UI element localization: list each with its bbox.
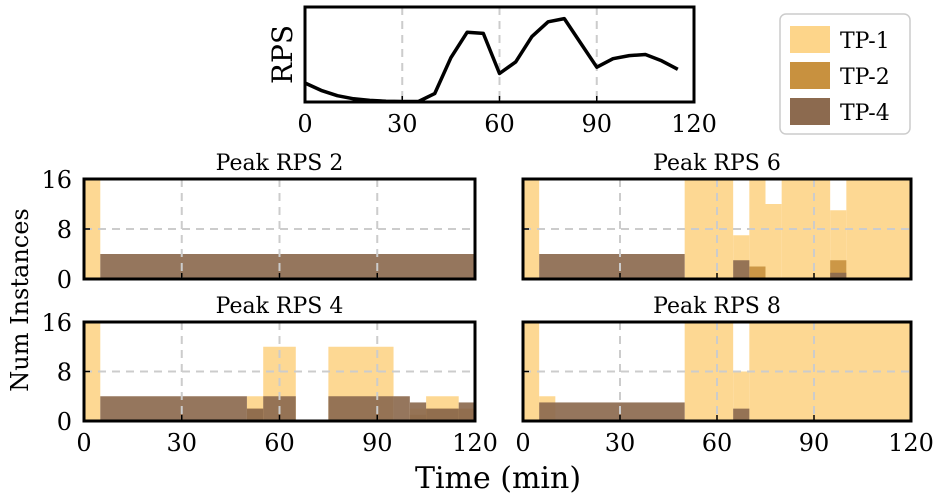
bar-tp-1 [749, 322, 911, 421]
legend-swatch [790, 26, 830, 53]
panel-ytick-label: 8 [57, 216, 72, 244]
panel-peak-rps-8: 0 30 60 90 120 Peak RPS 8 [515, 294, 934, 457]
panel-axes-frame [521, 177, 913, 281]
bar-tp-4 [246, 408, 264, 421]
bar-tp-4 [100, 396, 247, 421]
panel-peak-rps-4: 0 30 60 90 120 0 8 16 Peak RPS 4 [41, 294, 497, 457]
bar-tp-4 [426, 408, 459, 421]
top-xtick-label: 0 [297, 110, 312, 138]
panel-axes-frame [82, 177, 477, 281]
panel-xtick-label: 120 [888, 429, 934, 457]
panel-title: Peak RPS 8 [653, 294, 781, 319]
bar-tp-4 [733, 260, 750, 279]
legend-swatch [790, 98, 830, 125]
panel-peak-rps-2: 0 8 16 Peak RPS 2 [41, 151, 477, 294]
legend-swatch [790, 62, 830, 89]
panel-xtick-label: 90 [362, 429, 393, 457]
panel-xtick-label: 90 [799, 429, 830, 457]
figure-ylabel: Num Instances [6, 208, 34, 391]
panel-title: Peak RPS 4 [216, 294, 344, 319]
legend-label: TP-2 [840, 65, 890, 90]
top-xtick-label: 120 [671, 110, 717, 138]
panel-title: Peak RPS 2 [216, 151, 344, 176]
figure-xlabel: Time (min) [415, 461, 581, 496]
bar-tp-4 [733, 408, 750, 421]
panel-peak-rps-6: Peak RPS 6 [521, 151, 913, 281]
panel-xtick-label: 60 [702, 429, 733, 457]
top-xtick-label: 60 [484, 110, 515, 138]
panel-ytick-label: 16 [41, 309, 72, 337]
bar-tp-1 [749, 179, 766, 279]
panel-axes-frame [82, 320, 477, 423]
top-axes-frame [303, 5, 696, 104]
bar-tp-1 [765, 204, 782, 279]
panel-ytick-label: 16 [41, 166, 72, 194]
panel-xtick-label: 0 [76, 429, 91, 457]
panel-title: Peak RPS 6 [653, 151, 781, 176]
bar-tp-1 [523, 179, 540, 279]
rps-line-chart: 0 30 60 90 120 RPS [266, 5, 717, 138]
bar-tp-4 [409, 402, 427, 421]
legend-label: TP-1 [840, 29, 890, 54]
top-xtick-label: 30 [387, 110, 418, 138]
bar-tp-4 [100, 254, 476, 279]
panel-ytick-label: 0 [57, 408, 72, 436]
bar-tp-4 [328, 396, 394, 421]
panel-xtick-label: 30 [605, 429, 636, 457]
panel-xtick-label: 30 [166, 429, 197, 457]
rps-series-line [304, 16, 679, 104]
bar-tp-1 [523, 322, 540, 421]
bar-tp-4 [830, 272, 847, 279]
panel-ytick-label: 0 [57, 266, 72, 294]
bar-tp-2 [749, 266, 766, 279]
bar-tp-4 [393, 396, 410, 421]
bar-tp-4 [539, 254, 685, 279]
panel-xtick-label: 0 [515, 429, 530, 457]
top-xtick-label: 90 [581, 110, 612, 138]
top-ylabel: RPS [266, 25, 299, 84]
bar-tp-1 [84, 179, 101, 279]
panel-ytick-label: 8 [57, 359, 72, 387]
legend-label: TP-4 [840, 101, 890, 126]
legend: TP-1 TP-2 TP-4 [779, 13, 911, 135]
bar-tp-4 [539, 402, 685, 421]
panel-xtick-label: 60 [264, 429, 295, 457]
bar-tp-1 [84, 322, 101, 421]
panel-axes-frame [521, 320, 913, 423]
panel-xtick-label: 120 [452, 429, 498, 457]
bar-tp-4 [458, 402, 475, 421]
